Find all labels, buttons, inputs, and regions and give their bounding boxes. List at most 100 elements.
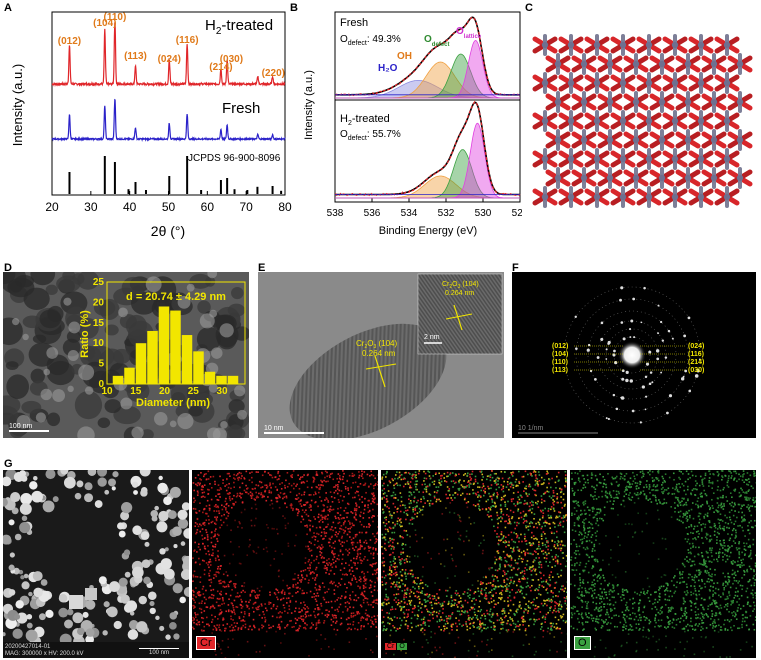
eds-pixel [244,613,246,615]
eds-pixel [370,492,373,495]
eds-pixel [300,499,302,501]
eds-pixel [346,601,349,603]
eds-pixel [438,626,440,628]
eds-pixel [564,503,566,506]
eds-pixel [271,527,274,530]
eds-pixel [228,562,231,565]
eds-pixel [726,558,729,561]
eds-pixel [516,591,519,593]
eds-pixel [237,479,240,481]
eds-pixel [686,640,689,643]
eds-pixel [508,519,510,521]
eds-pixel [418,602,421,604]
eds-pixel [282,497,284,500]
sem-particle [124,571,131,578]
eds-pixel [240,496,242,499]
diffraction-spot [600,321,604,325]
eds-pixel [217,565,220,568]
eds-pixel [201,559,204,562]
eds-pixel [309,520,312,522]
eds-pixel [421,536,424,539]
eds-pixel [206,536,209,538]
eds-pixel [664,489,666,491]
eds-pixel [535,522,537,525]
eds-pixel [542,604,545,607]
eds-pixel [194,616,197,618]
eds-pixel [271,615,274,618]
eds-pixel [390,548,393,550]
eds-pixel [348,474,351,477]
eds-pixel [205,616,208,619]
eds-pixel [208,579,211,581]
eds-pixel [393,512,395,514]
eds-pixel [384,525,387,527]
histogram-bar [124,367,135,384]
eds-pixel [544,616,547,619]
eds-pixel [459,597,462,599]
eds-pixel [448,632,451,635]
eds-pixel [236,592,239,594]
eds-pixel [518,470,520,473]
eds-pixel [397,517,400,520]
eds-pixel [678,490,680,493]
eds-pixel [500,470,503,473]
eds-pixel [550,515,552,517]
eds-pixel [654,489,657,492]
eds-pixel [495,505,497,507]
eds-pixel [404,507,407,509]
eds-pixel [455,565,457,568]
sem-particle [123,549,131,556]
nanoparticle [289,323,447,438]
eds-pixel [468,539,470,542]
eds-pixel [485,478,488,481]
eds-pixel [494,628,496,631]
eds-pixel [336,599,338,601]
eds-pixel [382,493,385,495]
eds-pixel [398,577,400,579]
eds-pixel [371,565,374,568]
eds-pixel [451,547,453,549]
eds-pixel [387,598,390,600]
cr-atom [671,193,679,201]
eds-pixel [497,493,499,496]
eds-pixel [512,566,515,569]
eds-pixel [399,627,401,630]
eds-pixel [408,522,411,525]
eds-pixel [743,542,745,544]
sem-particle [140,489,148,497]
sem-particle [33,587,43,598]
eds-pixel [520,516,523,519]
eds-pixel [252,618,255,621]
eds-pixel [375,626,378,628]
eds-pixel [220,652,223,654]
eds-pixel [197,482,199,484]
eds-pixel [343,509,346,512]
eds-pixel [218,493,221,495]
eds-pixel [314,583,317,586]
sem-particle [87,470,97,476]
eds-pixel [308,494,311,496]
gap-d [212,427,228,438]
eds-pixel [457,592,459,595]
eds-pixel [325,526,327,528]
eds-pixel [317,622,320,624]
eds-pixel [243,477,246,480]
eds-pixel [472,489,474,491]
eds-pixel [362,587,365,590]
eds-pixel [320,648,323,650]
eds-pixel [390,608,392,611]
eds-pixel [312,493,315,496]
eds-pixel [437,596,440,599]
eds-pixel [234,613,236,615]
eds-pixel [222,521,225,524]
eds-pixel [546,587,548,590]
eds-pixel [355,509,358,512]
eds-pixel [550,549,553,552]
eds-pixel [507,604,510,606]
eds-pixel [223,580,226,583]
eds-pixel [390,495,393,497]
eds-pixel [338,477,341,480]
eds-pixel [238,545,240,548]
eds-pixel [637,623,640,626]
eds-pixel [411,523,414,525]
